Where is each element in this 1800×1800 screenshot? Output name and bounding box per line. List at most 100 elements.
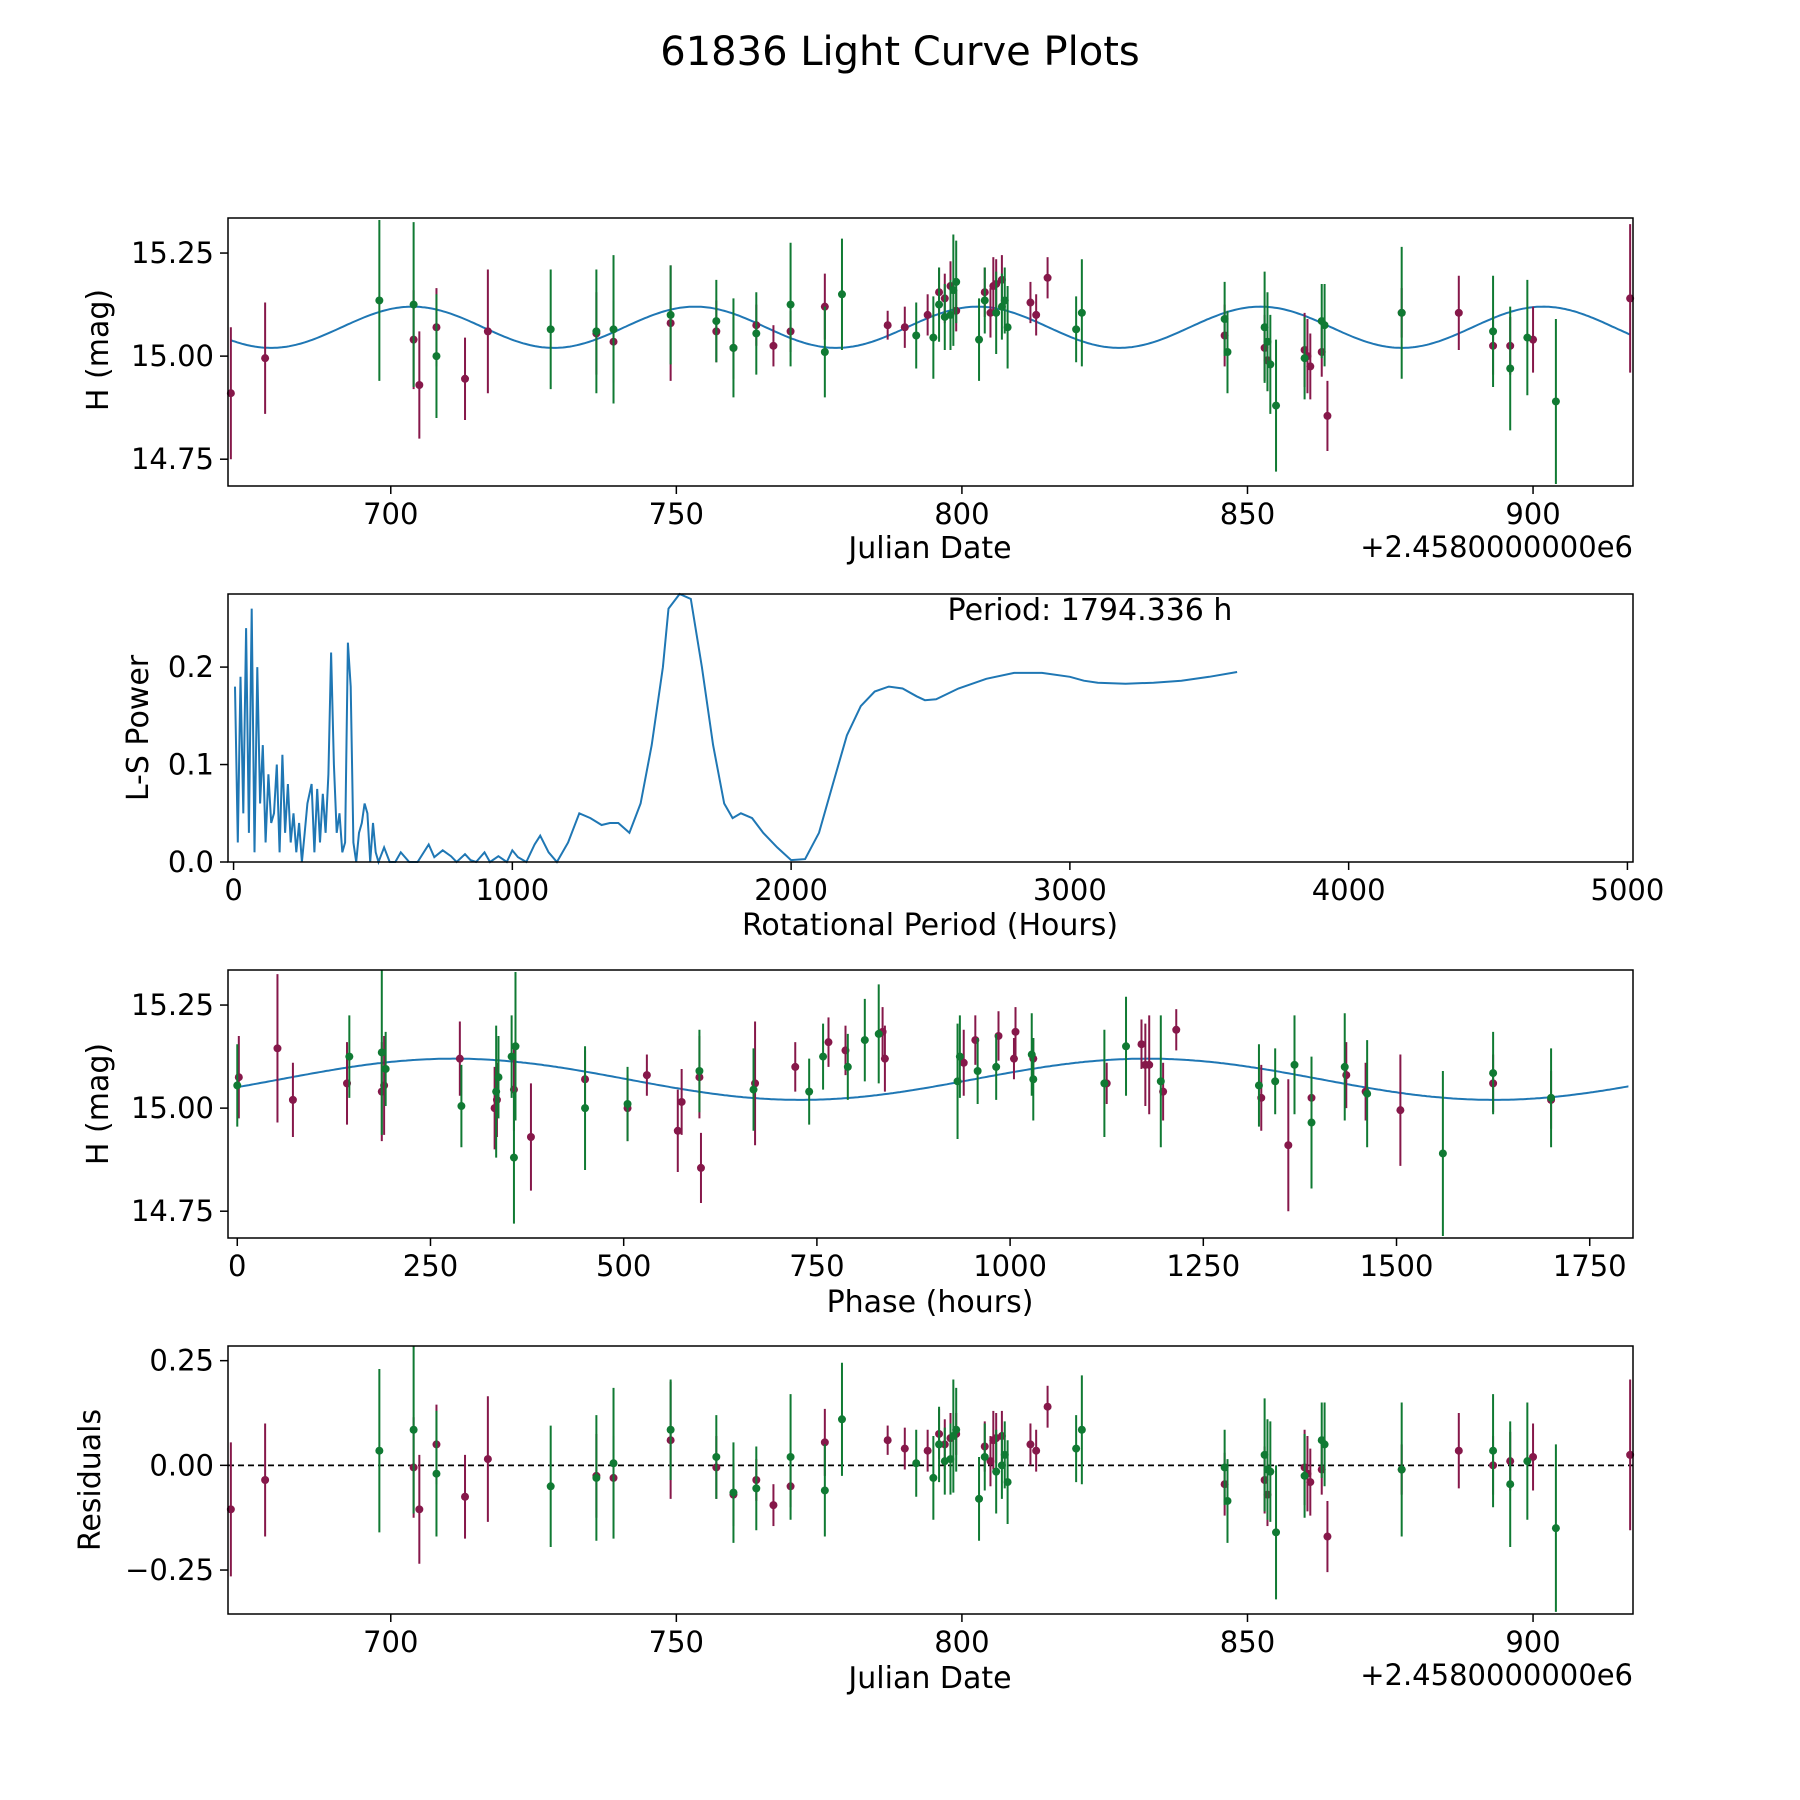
phased-light-curve-filter-a-point: [273, 1044, 282, 1053]
light-curve-filter-b-point: [375, 296, 384, 305]
light-curve-filter-b-point: [980, 296, 989, 305]
residuals-filter-b-point: [1072, 1444, 1081, 1453]
phased-light-curve-filter-b-point: [1307, 1118, 1316, 1127]
periodogram-x-tick-label: 3000: [1033, 873, 1107, 907]
phased-light-curve-filter-a-point: [677, 1097, 686, 1106]
phased-light-curve-model-curve: [237, 1057, 1629, 1101]
light-curve-filter-b-point: [1300, 354, 1309, 363]
phased-light-curve-filter-b-point: [1363, 1089, 1372, 1098]
period-annotation: Period: 1794.336 h: [948, 593, 1233, 628]
residuals-filter-a-point: [1454, 1446, 1463, 1455]
residuals-panel: Julian Date Residuals +2.4580000000e6 70…: [73, 1344, 1635, 1696]
light-curve-filter-b-point: [592, 327, 601, 336]
light-curve-filter-b-point: [1397, 308, 1406, 317]
residuals-y-tick-label: 0.25: [149, 1344, 214, 1378]
light-curve-filter-b-point: [1266, 360, 1275, 369]
light-curve-filter-b-point: [929, 333, 938, 342]
phased-light-curve-filter-b-point: [233, 1081, 242, 1090]
periodogram-frame: [227, 593, 1634, 863]
phased-ylabel: H (mag): [81, 1043, 116, 1165]
residuals-x-offset: +2.4580000000e6: [1360, 1658, 1633, 1692]
residuals-filter-a-point: [261, 1476, 270, 1484]
light-curve-filter-a-point: [769, 341, 778, 350]
phased-light-curve-x-tick-label: 1500: [1360, 1249, 1434, 1283]
light-curve-filter-a-point: [1043, 273, 1052, 282]
phased-light-curve-filter-b-point: [1100, 1079, 1109, 1088]
residuals-y-tick-label: 0.00: [149, 1448, 214, 1482]
phased-light-curve-filter-b-point: [843, 1062, 852, 1071]
light-curve-x-tick-label: 750: [649, 497, 704, 531]
light-curve-filter-b-point: [1506, 364, 1515, 373]
residuals-filter-b-point: [980, 1452, 989, 1461]
residuals-filter-b-point: [1272, 1528, 1281, 1537]
light-curve-filter-b-point: [1003, 323, 1012, 332]
light-curve-y-tick-label: 14.75: [131, 442, 214, 476]
light-curve-filter-a-point: [261, 354, 270, 363]
residuals-filter-a-point: [1032, 1446, 1041, 1455]
light-curve-filter-a-point: [1626, 294, 1635, 303]
residuals-filter-a-point: [769, 1501, 778, 1510]
phased-light-curve-filter-a-point: [673, 1126, 682, 1135]
light-curve-filter-b-point: [1077, 308, 1086, 317]
phased-light-curve-filter-a-point: [1137, 1040, 1146, 1049]
light-curve-filter-a-point: [923, 310, 932, 319]
phased-light-curve-filter-a-point: [959, 1058, 968, 1067]
residuals-filter-a-point: [415, 1505, 424, 1514]
light-curve-filter-b-point: [1489, 327, 1498, 336]
residuals-filter-b-point: [375, 1446, 384, 1455]
phased-light-curve-filter-b-point: [507, 1052, 516, 1061]
light-curve-filter-b-point: [1320, 321, 1329, 330]
phased-light-curve-x-tick-label: 1250: [1166, 1249, 1240, 1283]
phased-light-curve-x-tick-label: 500: [596, 1249, 651, 1283]
residuals-filter-b-point: [992, 1467, 1001, 1476]
light-curve-y-tick-label: 15.25: [131, 236, 214, 270]
phased-light-curve-y-tick-label: 14.75: [131, 1194, 214, 1228]
phased-light-curve-filter-b-point: [992, 1062, 1001, 1071]
phased-light-curve-filter-b-point: [805, 1087, 814, 1096]
light-curve-filter-a-point: [226, 389, 235, 398]
residuals-filter-b-point: [975, 1494, 984, 1503]
periodogram-xlabel: Rotational Period (Hours): [742, 908, 1118, 943]
light-curve-filter-b-point: [786, 300, 795, 309]
phased-light-curve-filter-a-point: [1342, 1071, 1351, 1080]
light-curve-filter-b-point: [546, 325, 555, 334]
periodogram-ylabel: L-S Power: [121, 654, 156, 801]
light-curve-filter-b-point: [1551, 397, 1560, 406]
light-curve-filter-a-point: [461, 374, 470, 383]
phased-light-curve-filter-b-point: [457, 1102, 466, 1111]
phased-light-curve-filter-b-point: [1122, 1042, 1131, 1051]
periodogram-x-tick-label: 5000: [1591, 873, 1665, 907]
light-curve-x-tick-label: 900: [1505, 497, 1560, 531]
residuals-filter-b-point: [1077, 1425, 1086, 1434]
light-curve-filter-b-point: [729, 343, 738, 352]
phased-light-curve-filter-a-point: [1011, 1027, 1020, 1036]
phased-light-curve-panel: Phase (hours) H (mag) 0 250 500 750 1000 1250…: [81, 969, 1634, 1320]
phased-light-curve-filter-b-point: [511, 1042, 520, 1051]
periodogram-y-tick-label: 0.2: [168, 650, 214, 684]
phased-light-curve-filter-b-point: [494, 1073, 503, 1082]
residuals-filter-a-point: [900, 1444, 909, 1453]
phased-light-curve-filter-b-point: [1271, 1077, 1280, 1086]
residuals-filter-b-point: [609, 1459, 618, 1468]
phased-light-curve-filter-b-point: [1027, 1050, 1036, 1059]
residuals-filter-a-point: [883, 1436, 892, 1445]
residuals-filter-a-point: [1626, 1450, 1635, 1459]
residuals-filter-b-point: [929, 1473, 938, 1482]
light-curve-ylabel: H (mag): [81, 289, 116, 411]
residuals-x-tick-label: 850: [1220, 1625, 1275, 1659]
phased-light-curve-filter-a-point: [455, 1054, 464, 1063]
light-curve-x-tick-label: 700: [363, 497, 418, 531]
residuals-filter-a-point: [483, 1455, 492, 1464]
light-curve-filter-b-point: [409, 300, 418, 309]
light-curve-filter-a-point: [900, 323, 909, 332]
phased-light-curve-filter-a-point: [1172, 1025, 1181, 1034]
phased-light-curve-filter-b-point: [1156, 1077, 1165, 1086]
light-curve-filter-b-point: [712, 317, 721, 326]
phased-light-curve-y-tick-label: 15.00: [131, 1091, 214, 1125]
light-curve-filter-b-point: [609, 325, 618, 334]
phased-light-curve-filter-b-point: [623, 1100, 632, 1108]
light-curve-filter-b-point: [837, 290, 846, 299]
residuals-xlabel: Julian Date: [846, 1661, 1011, 1696]
phased-light-curve-frame: [227, 969, 1634, 1239]
periodogram-line: [234, 592, 1238, 866]
